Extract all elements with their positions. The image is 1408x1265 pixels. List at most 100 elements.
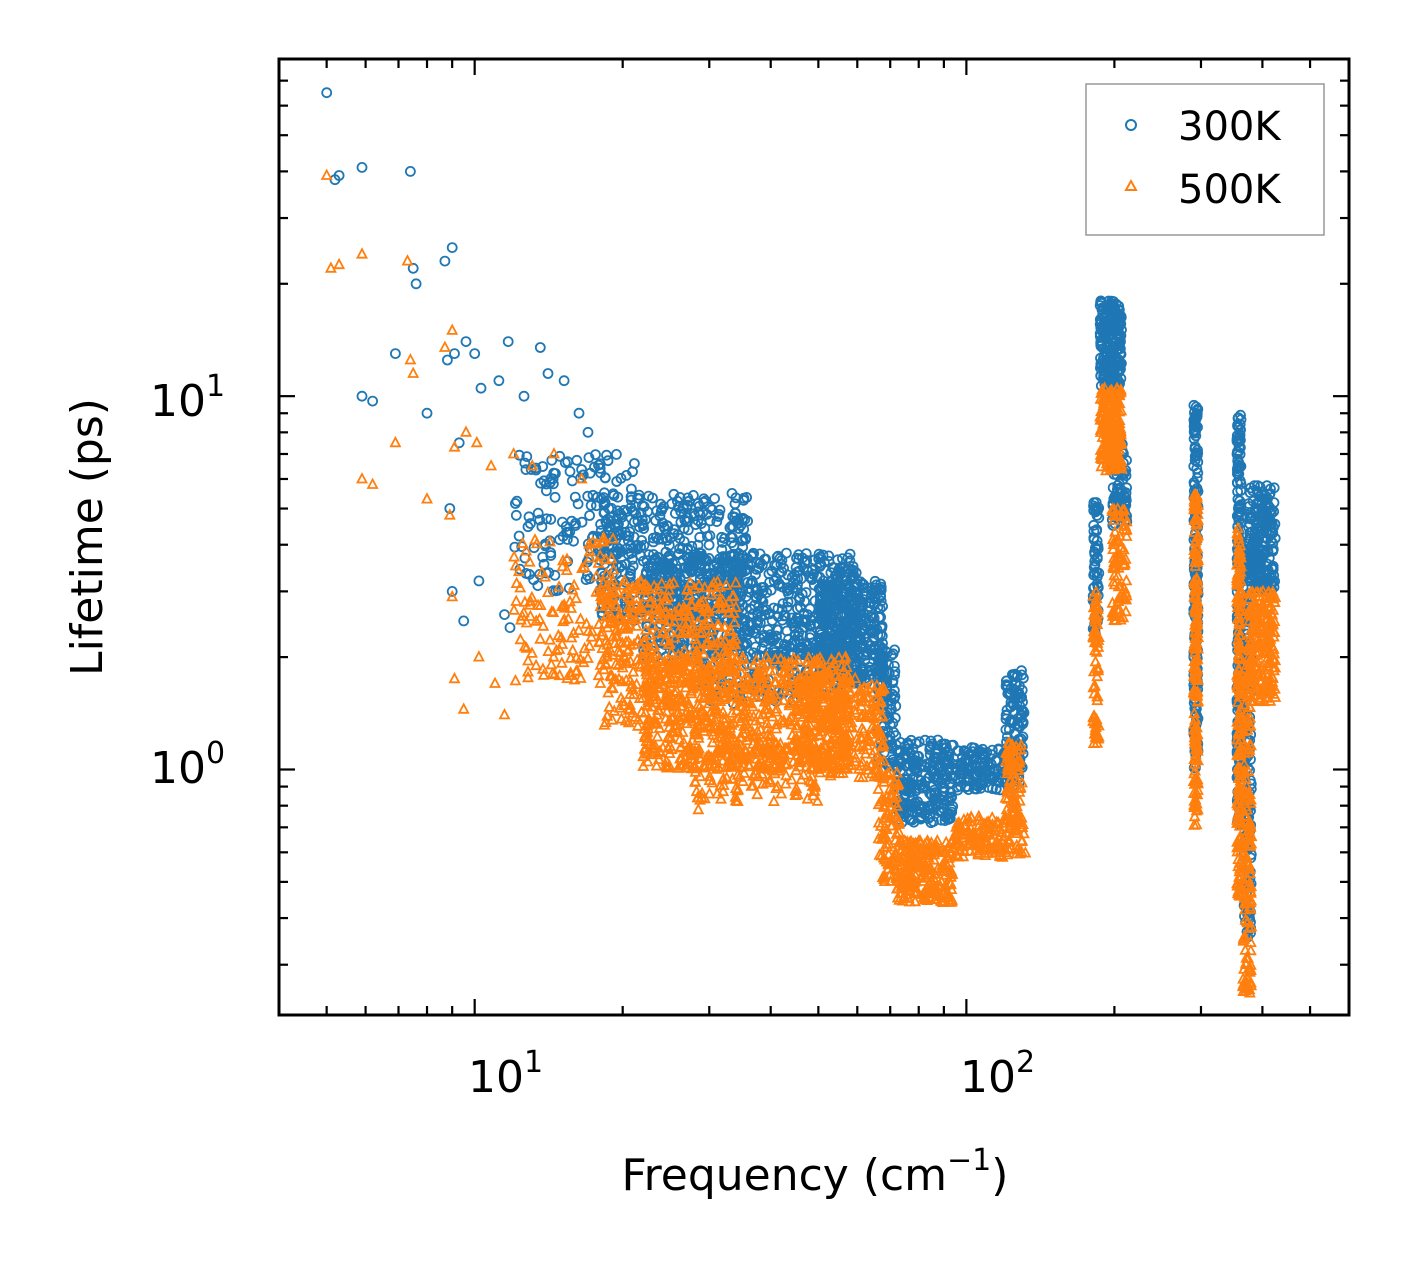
point-300k [689,510,700,522]
point-300k [744,586,756,598]
point-300k [900,806,912,817]
point-300k [648,536,659,548]
point-300k [608,490,620,502]
point-300k [808,554,820,566]
point-300k [625,540,637,552]
point-300k [859,655,871,666]
point-300k [941,774,952,786]
point-300k [738,494,749,506]
point-300k [917,801,928,812]
point-300k [623,535,634,547]
point-300k [872,602,884,613]
point-300k [682,516,693,528]
point-300k [889,691,901,702]
point-300k [807,564,818,576]
point-300k [635,507,647,519]
point-300k [832,554,843,566]
point-300k [743,611,755,622]
point-300k [929,764,941,775]
point-300k [629,458,640,469]
point-300k [847,604,859,615]
point-300k [668,488,680,500]
point-300k [966,750,978,762]
point-300k [564,465,576,477]
point-300k [519,457,531,469]
point-300k [545,513,557,525]
point-300k [814,571,826,583]
point-300k [1008,699,1020,710]
point-300k [572,498,584,510]
point-300k [670,508,681,519]
point-300k [829,604,841,616]
point-300k [786,571,798,583]
point-300k [671,569,683,580]
point-300k [1017,718,1029,730]
point-300k [554,534,565,546]
point-300k [720,551,731,563]
point-300k [672,529,684,541]
point-300k [904,814,916,826]
point-300k [611,476,623,487]
point-300k [613,518,624,530]
point-300k [682,544,694,556]
point-300k [875,621,887,633]
point-300k [905,765,917,777]
point-300k [584,510,595,521]
point-300k [744,625,756,637]
point-300k [878,667,890,679]
point-300k [569,491,581,503]
point-300k [675,506,687,517]
point-300k [792,630,804,642]
point-300k [930,792,942,804]
point-300k [754,617,766,629]
point-300k [511,495,523,507]
point-300k [550,468,561,479]
point-300k [729,560,741,572]
point-300k [820,631,831,643]
point-300k [833,642,844,653]
point-300k [861,649,872,661]
point-300k [745,559,756,571]
point-300k [768,602,780,614]
point-300k [590,449,601,461]
point-300k [783,588,794,600]
point-300k [796,588,808,600]
point-300k [625,494,637,506]
point-300k [1091,553,1103,565]
point-300k [838,601,850,612]
point-300k [537,461,549,472]
point-300k [598,492,609,503]
point-300k [758,632,770,643]
point-300k [1008,670,1020,681]
point-300k [534,514,546,526]
point-300k [688,551,699,563]
point-300k [618,504,630,516]
point-300k [705,502,716,514]
point-300k [919,734,931,746]
point-300k [570,518,581,529]
point-300k [1009,692,1021,704]
point-300k [702,531,713,542]
point-300k [887,677,899,689]
point-300k [576,516,588,528]
point-300k [1089,567,1100,579]
point-300k [674,491,686,503]
point-300k [736,514,748,525]
point-300k [713,508,725,520]
point-300k [660,532,672,544]
point-300k [585,499,597,511]
point-300k [735,520,747,531]
point-300k [1089,555,1101,567]
point-300k [867,611,878,622]
point-300k [844,640,855,652]
point-300k [842,563,854,575]
point-300k [913,736,925,748]
point-300k [510,509,522,521]
point-300k [613,529,625,541]
point-300k [625,568,636,580]
point-300k [806,642,818,654]
point-300k [777,598,789,609]
point-300k [589,461,600,473]
point-300k [792,579,803,590]
point-300k [1000,724,1012,736]
